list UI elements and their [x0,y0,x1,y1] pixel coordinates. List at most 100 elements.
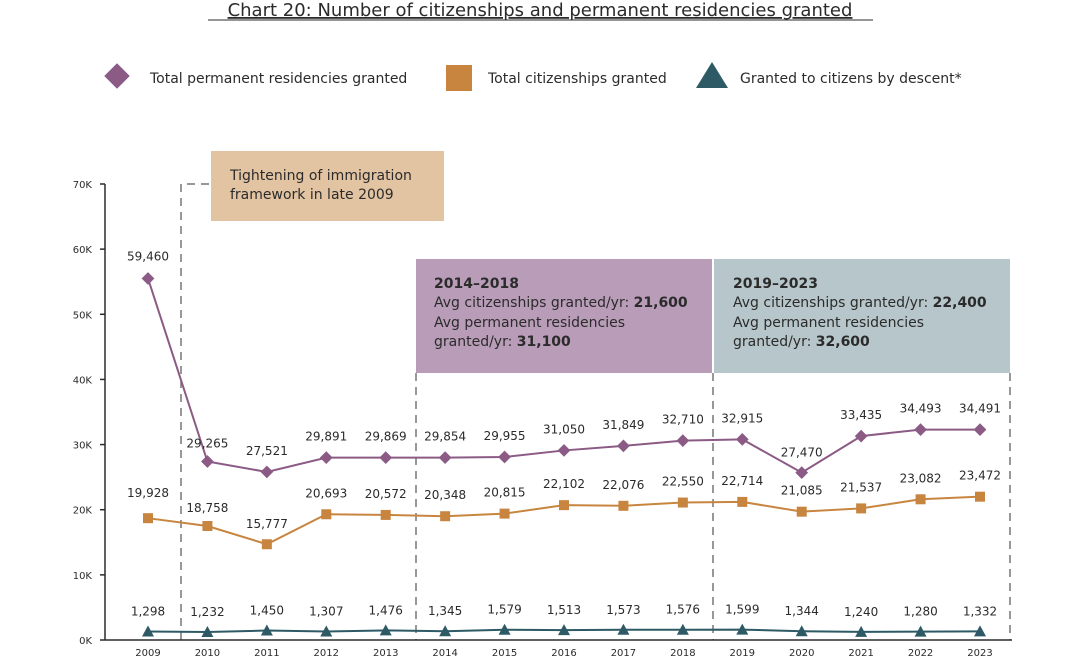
data-label: 1,240 [844,605,878,619]
data-label: 27,470 [781,446,823,460]
annotation-tightening-box [211,151,444,221]
square-marker [796,506,807,517]
data-label: 27,521 [246,444,288,458]
square-marker [856,503,867,514]
diamond-marker [735,432,749,446]
data-label: 1,307 [309,604,343,618]
data-label: 20,348 [424,488,466,502]
triangle-marker [617,623,630,635]
triangle-marker [855,625,868,637]
square-marker [915,494,926,505]
square-marker [559,500,569,511]
square-marker [618,500,629,511]
data-label: 21,537 [840,480,882,494]
data-label: 34,491 [959,402,1001,416]
data-label: 22,714 [721,474,763,488]
legend-label-citizens-by-descent: Granted to citizens by descent* [740,71,962,87]
data-label: 1,344 [785,604,819,618]
triangle-marker [201,625,214,637]
triangle-marker [558,624,570,636]
diamond-marker [498,450,511,464]
data-label: 32,915 [721,411,763,425]
annotation-period-2014-2018-line-1: Avg citizenships granted/yr: 21,600 [434,295,688,311]
legend-label-citizenships: Total citizenships granted [487,71,667,87]
data-label: 1,450 [250,604,284,618]
x-tick-label: 2015 [492,648,517,659]
x-tick-label: 2016 [551,648,576,659]
data-label: 33,435 [840,408,882,422]
data-label: 20,815 [484,486,526,500]
square-marker [737,496,748,507]
square-marker [261,539,272,550]
annotation-period-2019-2023-heading: 2019–2023 [733,276,818,292]
x-tick-label: 2011 [254,648,279,659]
y-tick-label: 50K [73,310,93,321]
diamond-marker [201,455,214,468]
data-label: 21,085 [781,484,823,498]
legend: Total permanent residencies granted Tota… [104,62,962,91]
y-tick-label: 0K [79,636,92,647]
triangle-marker [974,625,986,637]
period-dividers [180,183,1011,640]
divider-2009-tightening [180,183,210,640]
data-label: 1,576 [666,603,700,617]
data-label: 22,550 [662,475,704,489]
triangle-marker [676,623,689,635]
square-marker [440,511,451,522]
data-label: 19,928 [127,486,169,500]
annotation-tightening-line-2: framework in late 2009 [230,187,394,203]
annotation-period-2014-2018: 2014–2018 Avg citizenships granted/yr: 2… [416,259,712,373]
data-label: 1,345 [428,604,462,618]
square-marker [202,521,213,531]
data-label: 1,232 [190,605,224,619]
annotation-period-2014-2018-line-2: Avg permanent residencies [434,315,625,331]
data-label: 22,102 [543,477,585,491]
annotation-tightening-line-1: Tightening of immigration [229,168,412,184]
data-label: 22,076 [602,478,644,492]
x-tick-label: 2020 [789,648,814,659]
series-1: 59,460 29,265 27,521 29,891 29,869 29,854 29,9… [127,249,1001,479]
data-label: 15,777 [246,517,288,531]
annotation-period-2019-2023-box [714,259,1010,373]
y-tick-label: 60K [73,245,93,256]
data-label: 29,869 [365,430,407,444]
legend-triangle-icon [696,62,728,88]
square-marker [143,513,153,524]
y-tick-label: 70K [73,180,93,191]
annotation-period-2014-2018-box [416,259,712,373]
x-axis-ticks: 2009 2010 2011 2012 2013 2014 2015 2016 2017 2018… [135,648,992,659]
diamond-marker [795,466,809,479]
legend-diamond-icon [104,63,130,89]
y-axis-ticks: 0K 10K 20K 30K 40K 50K 60K 70K [73,180,105,647]
x-tick-label: 2023 [967,648,992,659]
annotation-period-2014-2018-heading: 2014–2018 [434,276,519,292]
square-marker [677,497,688,508]
data-label: 1,476 [369,603,403,617]
annotation-period-2019-2023-line-2: Avg permanent residencies [733,315,924,331]
series-2: 19,928 18,758 15,777 20,693 20,572 20,348 20,8… [127,469,1001,550]
triangle-marker [439,625,452,637]
annotation-period-2019-2023: 2019–2023 Avg citizenships granted/yr: 2… [714,259,1010,373]
series-layer: 59,460 29,265 27,521 29,891 29,869 29,854 29,9… [127,249,1001,637]
x-tick-label: 2014 [432,648,457,659]
y-tick-label: 10K [73,571,93,582]
annotation-period-2019-2023-line-1: Avg citizenships granted/yr: 22,400 [733,295,987,311]
x-tick-label: 2012 [314,648,339,659]
data-label: 18,758 [186,501,228,515]
triangle-marker [260,624,273,636]
data-label: 59,460 [127,249,169,263]
x-tick-label: 2009 [135,648,160,659]
square-marker [380,509,391,520]
data-label: 23,472 [959,469,1001,483]
data-label: 1,599 [725,603,759,617]
data-label: 34,493 [900,402,942,416]
series-3: 1,298 1,232 1,450 1,307 1,476 1,345 1,579 1,513… [131,603,997,637]
x-tick-label: 2018 [670,648,695,659]
annotation-tightening: Tightening of immigration framework in l… [211,151,444,221]
square-marker [499,508,510,519]
data-label: 29,265 [186,437,228,451]
x-tick-label: 2019 [730,648,755,659]
data-label: 1,573 [606,603,640,617]
annotation-period-2014-2018-line-3: granted/yr: 31,100 [434,334,571,350]
